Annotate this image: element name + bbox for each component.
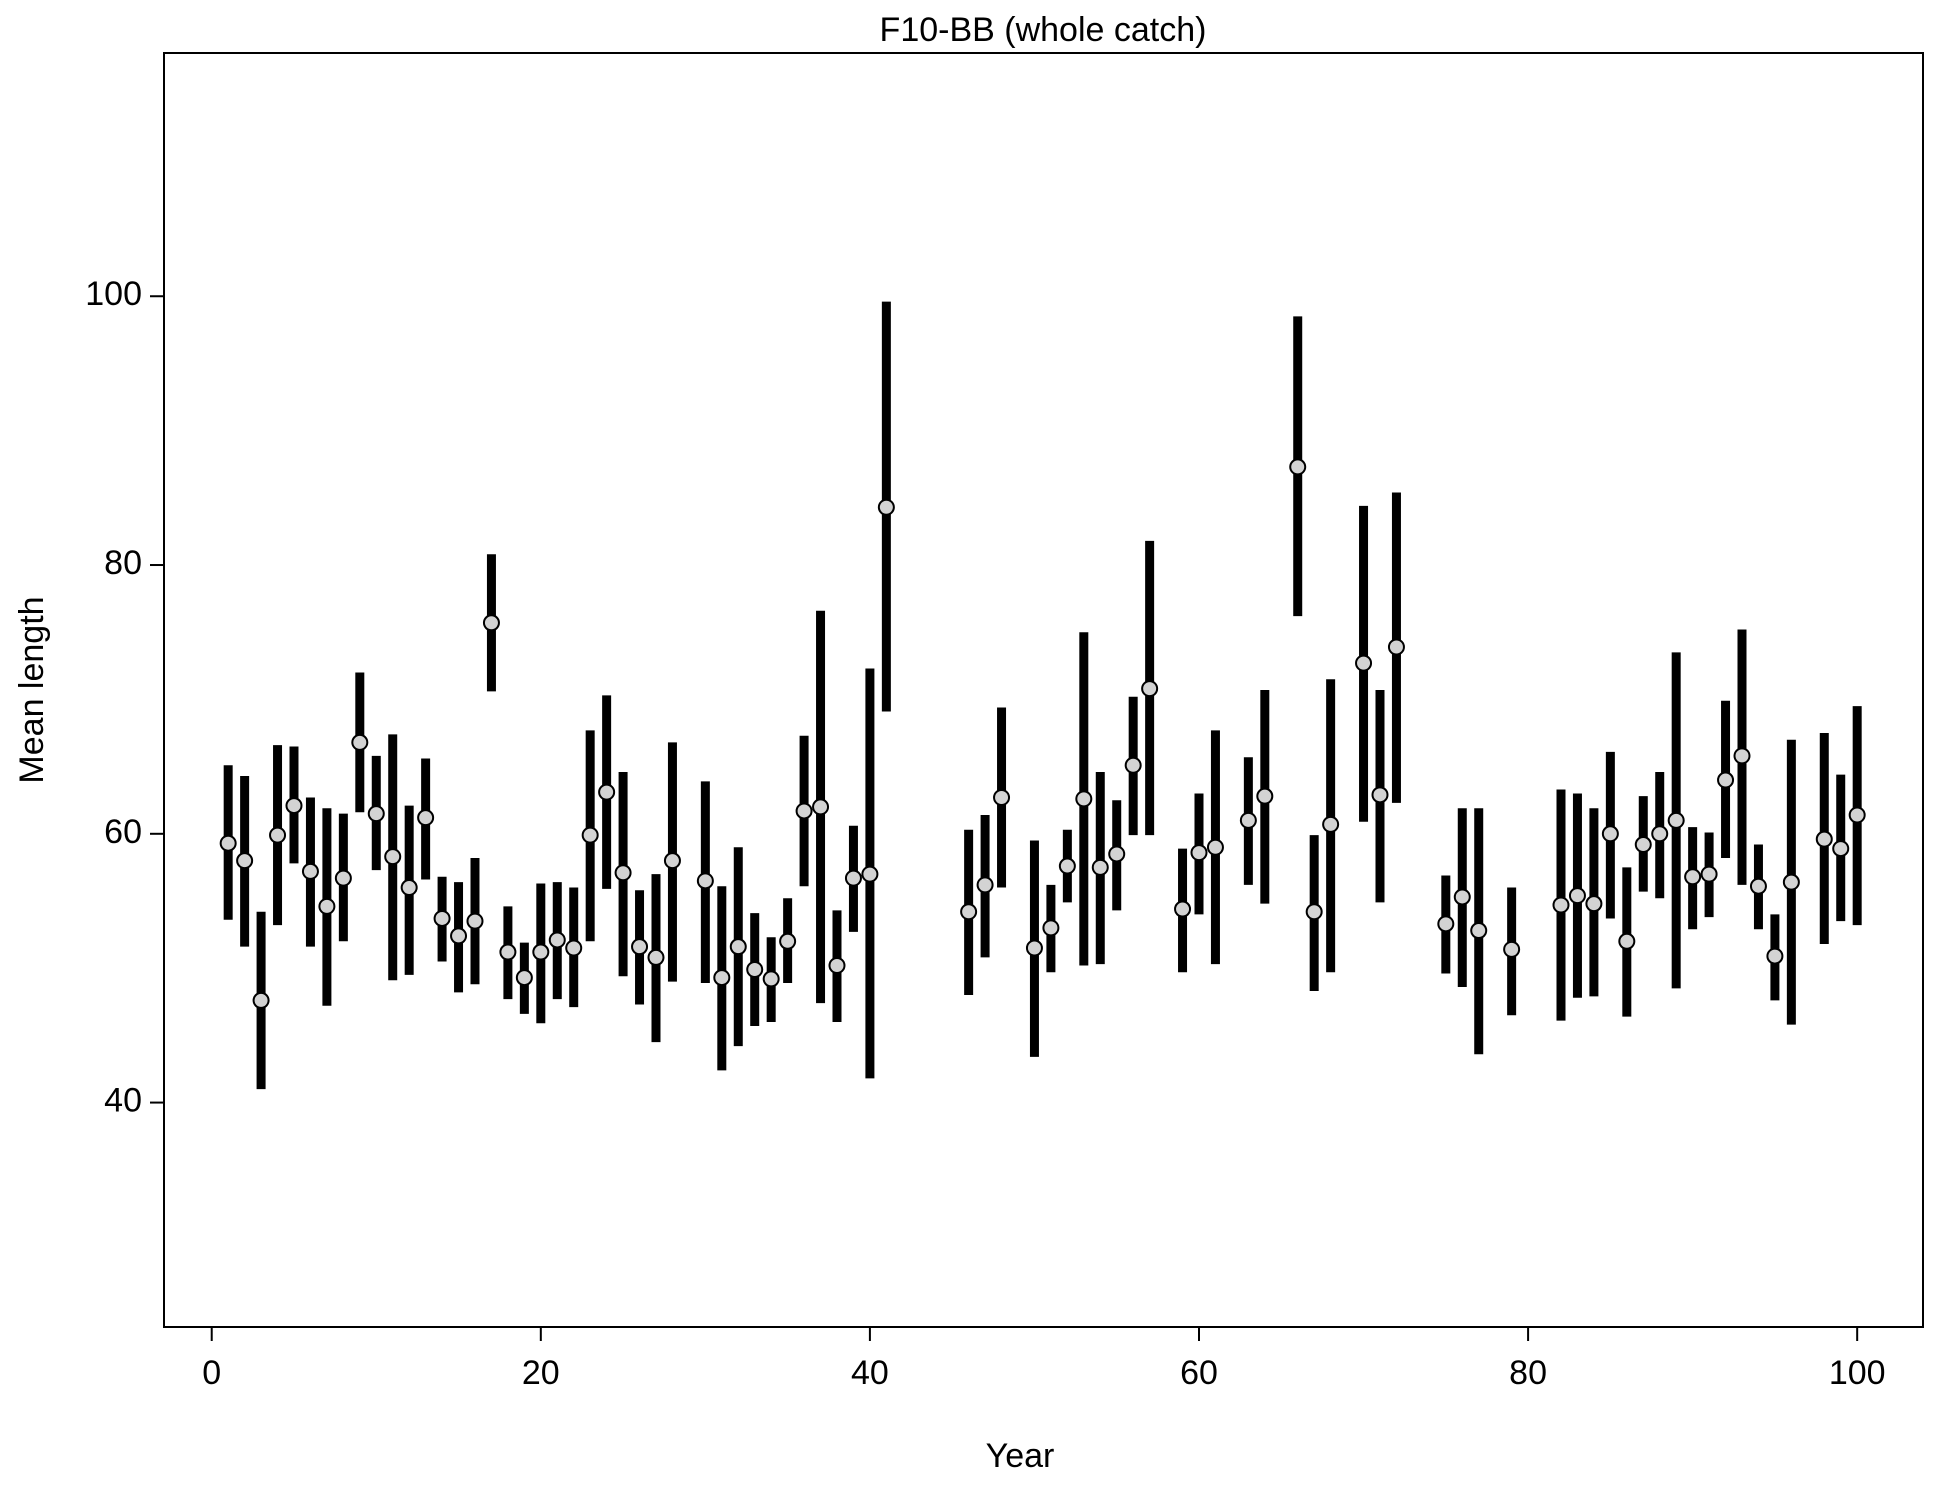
mean-point bbox=[466, 912, 484, 930]
y-tick-label: 60 bbox=[104, 813, 142, 851]
mean-point bbox=[269, 826, 287, 844]
mean-point bbox=[1815, 830, 1833, 848]
mean-point bbox=[1832, 840, 1850, 858]
mean-point bbox=[1190, 844, 1208, 862]
mean-point bbox=[1684, 868, 1702, 886]
mean-point bbox=[252, 991, 270, 1009]
chart-title: F10-BB (whole catch) bbox=[880, 11, 1207, 49]
mean-point bbox=[417, 809, 435, 827]
mean-point bbox=[861, 865, 879, 883]
mean-point bbox=[1749, 877, 1767, 895]
mean-point bbox=[1239, 811, 1257, 829]
mean-point bbox=[301, 862, 319, 880]
mean-point bbox=[1174, 900, 1192, 918]
mean-point bbox=[1075, 790, 1093, 808]
mean-point bbox=[1371, 786, 1389, 804]
mean-point bbox=[1585, 895, 1603, 913]
mean-point bbox=[976, 876, 994, 894]
mean-point bbox=[779, 932, 797, 950]
mean-point bbox=[219, 834, 237, 852]
mean-point bbox=[1503, 940, 1521, 958]
mean-point bbox=[1141, 680, 1159, 698]
mean-point bbox=[729, 938, 747, 956]
mean-point bbox=[450, 927, 468, 945]
mean-point bbox=[433, 909, 451, 927]
mean-point bbox=[1667, 811, 1685, 829]
mean-point bbox=[318, 897, 336, 915]
mean-point bbox=[1206, 838, 1224, 856]
mean-point bbox=[384, 848, 402, 866]
mean-point bbox=[1108, 845, 1126, 863]
mean-point bbox=[812, 798, 830, 816]
mean-point bbox=[828, 956, 846, 974]
mean-point bbox=[334, 869, 352, 887]
mean-point bbox=[236, 852, 254, 870]
mean-point bbox=[1091, 858, 1109, 876]
mean-point bbox=[482, 614, 500, 632]
mean-point bbox=[1453, 888, 1471, 906]
mean-point bbox=[762, 970, 780, 988]
mean-point bbox=[713, 969, 731, 987]
mean-point bbox=[1634, 836, 1652, 854]
mean-point bbox=[1025, 939, 1043, 957]
mean-point bbox=[1552, 896, 1570, 914]
x-tick-label: 0 bbox=[202, 1354, 221, 1392]
mean-point bbox=[367, 805, 385, 823]
mean-point bbox=[1355, 654, 1373, 672]
mean-point bbox=[1601, 825, 1619, 843]
mean-point bbox=[844, 869, 862, 887]
mean-point bbox=[1700, 865, 1718, 883]
mean-point bbox=[598, 783, 616, 801]
mean-point bbox=[532, 943, 550, 961]
mean-point bbox=[1651, 825, 1669, 843]
mean-point bbox=[1437, 915, 1455, 933]
mean-point bbox=[1618, 932, 1636, 950]
x-tick-label: 40 bbox=[851, 1354, 889, 1392]
mean-point bbox=[400, 879, 418, 897]
mean-point bbox=[548, 931, 566, 949]
mean-point bbox=[795, 802, 813, 820]
x-tick-label: 60 bbox=[1180, 1354, 1218, 1392]
mean-point bbox=[1058, 857, 1076, 875]
mean-point bbox=[993, 789, 1011, 807]
mean-point bbox=[565, 939, 583, 957]
mean-point bbox=[614, 864, 632, 882]
mean-point bbox=[1256, 787, 1274, 805]
mean-point bbox=[1289, 458, 1307, 476]
mean-point bbox=[1766, 947, 1784, 965]
y-tick-label: 40 bbox=[104, 1082, 142, 1120]
mean-point bbox=[351, 733, 369, 751]
mean-point bbox=[1387, 638, 1405, 656]
mean-point bbox=[647, 948, 665, 966]
y-axis-label: Mean length bbox=[13, 596, 51, 783]
x-tick-label: 80 bbox=[1509, 1354, 1547, 1392]
x-axis-label: Year bbox=[986, 1437, 1055, 1475]
y-tick-label: 100 bbox=[85, 275, 142, 313]
mean-point bbox=[696, 872, 714, 890]
plot-frame bbox=[163, 52, 1924, 1328]
mean-point bbox=[1733, 747, 1751, 765]
x-tick-label: 20 bbox=[522, 1354, 560, 1392]
mean-point bbox=[746, 961, 764, 979]
x-tick-label: 100 bbox=[1829, 1354, 1886, 1392]
mean-point bbox=[1470, 922, 1488, 940]
mean-point bbox=[515, 969, 533, 987]
mean-point bbox=[1717, 771, 1735, 789]
mean-point bbox=[581, 826, 599, 844]
mean-point bbox=[1124, 756, 1142, 774]
mean-point bbox=[663, 852, 681, 870]
mean-point bbox=[1568, 887, 1586, 905]
mean-point bbox=[285, 797, 303, 815]
mean-point bbox=[1782, 873, 1800, 891]
mean-point bbox=[1305, 903, 1323, 921]
mean-point bbox=[877, 498, 895, 516]
y-tick-label: 80 bbox=[104, 544, 142, 582]
mean-point bbox=[1322, 815, 1340, 833]
mean-point bbox=[960, 903, 978, 921]
mean-point bbox=[1848, 806, 1866, 824]
mean-point bbox=[1042, 919, 1060, 937]
mean-point bbox=[499, 943, 517, 961]
mean-point bbox=[631, 938, 649, 956]
